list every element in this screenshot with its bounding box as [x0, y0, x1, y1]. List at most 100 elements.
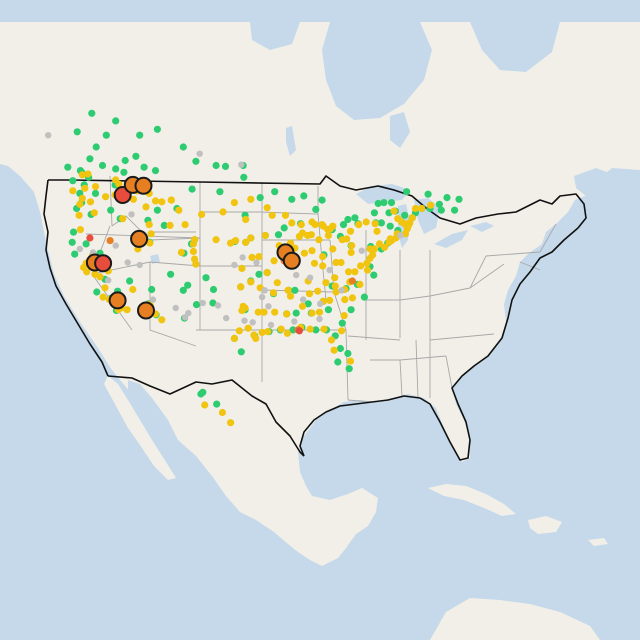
station-marker-moderate[interactable]	[237, 283, 245, 291]
station-marker-moderate[interactable]	[142, 203, 150, 211]
station-marker-moderate[interactable]	[327, 336, 336, 344]
station-marker-moderate[interactable]	[175, 206, 183, 214]
station-marker-good[interactable]	[188, 185, 196, 193]
station-marker-moderate[interactable]	[238, 264, 246, 272]
station-marker-good[interactable]	[304, 300, 312, 308]
station-marker-no-data[interactable]	[181, 314, 189, 321]
station-marker-good[interactable]	[377, 219, 385, 227]
station-marker-good[interactable]	[121, 156, 129, 165]
station-marker-good[interactable]	[93, 288, 101, 296]
station-marker-moderate[interactable]	[273, 279, 281, 287]
station-marker-moderate[interactable]	[189, 247, 197, 256]
station-marker-moderate[interactable]	[258, 328, 266, 337]
station-marker-moderate[interactable]	[129, 195, 137, 203]
station-marker-no-data[interactable]	[316, 315, 323, 323]
station-marker-moderate[interactable]	[147, 230, 155, 238]
station-marker-moderate[interactable]	[102, 193, 110, 201]
station-marker-moderate[interactable]	[151, 197, 160, 205]
station-marker-good[interactable]	[401, 211, 409, 219]
station-marker-good[interactable]	[216, 188, 224, 196]
station-marker-good[interactable]	[271, 188, 279, 196]
station-marker-moderate[interactable]	[401, 220, 409, 228]
station-marker-moderate[interactable]	[201, 401, 209, 409]
station-marker-good[interactable]	[291, 286, 299, 294]
station-marker-good[interactable]	[69, 177, 77, 185]
station-marker-good[interactable]	[345, 365, 353, 373]
station-marker-good[interactable]	[344, 349, 352, 358]
station-marker-good[interactable]	[455, 195, 463, 203]
station-marker-good[interactable]	[112, 117, 120, 125]
station-marker-good[interactable]	[132, 152, 140, 160]
station-marker-good[interactable]	[344, 215, 352, 224]
station-marker-moderate[interactable]	[191, 236, 199, 244]
station-marker-moderate[interactable]	[230, 199, 238, 207]
station-marker-moderate[interactable]	[181, 221, 189, 229]
station-marker-moderate[interactable]	[254, 308, 262, 316]
station-marker-good[interactable]	[167, 270, 175, 278]
station-marker-moderate[interactable]	[329, 245, 337, 253]
station-marker-good[interactable]	[280, 224, 288, 232]
station-marker-moderate[interactable]	[351, 268, 359, 276]
station-marker-good[interactable]	[256, 194, 264, 202]
station-marker-moderate[interactable]	[75, 211, 83, 219]
station-marker-good[interactable]	[221, 162, 230, 170]
station-marker-moderate[interactable]	[192, 260, 200, 268]
station-marker-moderate[interactable]	[264, 328, 272, 336]
station-marker-moderate[interactable]	[318, 221, 326, 229]
station-marker-moderate[interactable]	[332, 258, 340, 267]
station-marker-moderate[interactable]	[219, 208, 227, 216]
station-marker-moderate[interactable]	[355, 221, 363, 229]
station-marker-unhealthy-sensitive[interactable]	[348, 277, 356, 285]
station-marker-moderate[interactable]	[332, 288, 340, 296]
station-marker-moderate[interactable]	[255, 253, 263, 261]
station-marker-no-data[interactable]	[239, 254, 246, 261]
station-marker-moderate[interactable]	[283, 310, 291, 318]
station-marker-good[interactable]	[209, 285, 218, 294]
station-marker-good[interactable]	[334, 358, 342, 366]
station-marker-good[interactable]	[443, 194, 451, 202]
station-marker-moderate[interactable]	[308, 309, 316, 317]
station-marker-moderate[interactable]	[298, 302, 307, 310]
station-marker-good[interactable]	[451, 206, 459, 214]
station-marker-moderate[interactable]	[76, 226, 84, 234]
station-marker-moderate[interactable]	[348, 242, 356, 250]
station-marker-no-data[interactable]	[358, 247, 365, 254]
station-marker-good[interactable]	[68, 238, 76, 246]
station-marker-moderate[interactable]	[177, 248, 185, 256]
highlighted-station-unhealthy-sensitive[interactable]	[282, 251, 301, 270]
station-marker-moderate[interactable]	[371, 220, 379, 228]
station-marker-good[interactable]	[386, 222, 394, 230]
station-marker-moderate[interactable]	[101, 284, 109, 292]
station-marker-moderate[interactable]	[146, 239, 154, 247]
station-marker-moderate[interactable]	[269, 289, 278, 297]
station-marker-no-data[interactable]	[112, 242, 119, 249]
station-marker-moderate[interactable]	[86, 198, 95, 206]
station-marker-moderate[interactable]	[408, 214, 416, 222]
station-marker-moderate[interactable]	[315, 308, 324, 316]
station-marker-no-data[interactable]	[172, 304, 179, 312]
highlighted-station-unhealthy-sensitive[interactable]	[108, 291, 127, 310]
station-marker-moderate[interactable]	[363, 266, 372, 274]
station-marker-good[interactable]	[437, 206, 445, 214]
station-marker-moderate[interactable]	[331, 274, 339, 282]
station-marker-good[interactable]	[336, 344, 344, 353]
station-marker-moderate[interactable]	[320, 325, 328, 333]
station-marker-moderate[interactable]	[69, 187, 77, 195]
station-marker-good[interactable]	[64, 163, 72, 171]
station-marker-good[interactable]	[274, 231, 283, 239]
station-marker-good[interactable]	[424, 190, 432, 198]
station-marker-moderate[interactable]	[247, 234, 255, 242]
station-marker-good[interactable]	[312, 326, 320, 334]
station-marker-good[interactable]	[237, 348, 245, 356]
station-marker-moderate[interactable]	[260, 308, 268, 316]
station-marker-moderate[interactable]	[330, 346, 338, 354]
station-marker-moderate[interactable]	[380, 243, 389, 251]
station-marker-moderate[interactable]	[158, 316, 166, 324]
station-marker-moderate[interactable]	[308, 247, 316, 255]
station-marker-good[interactable]	[209, 299, 217, 307]
station-marker-moderate[interactable]	[198, 210, 206, 218]
station-marker-good[interactable]	[339, 221, 348, 229]
station-marker-good[interactable]	[360, 293, 368, 301]
station-marker-no-data[interactable]	[299, 296, 307, 303]
